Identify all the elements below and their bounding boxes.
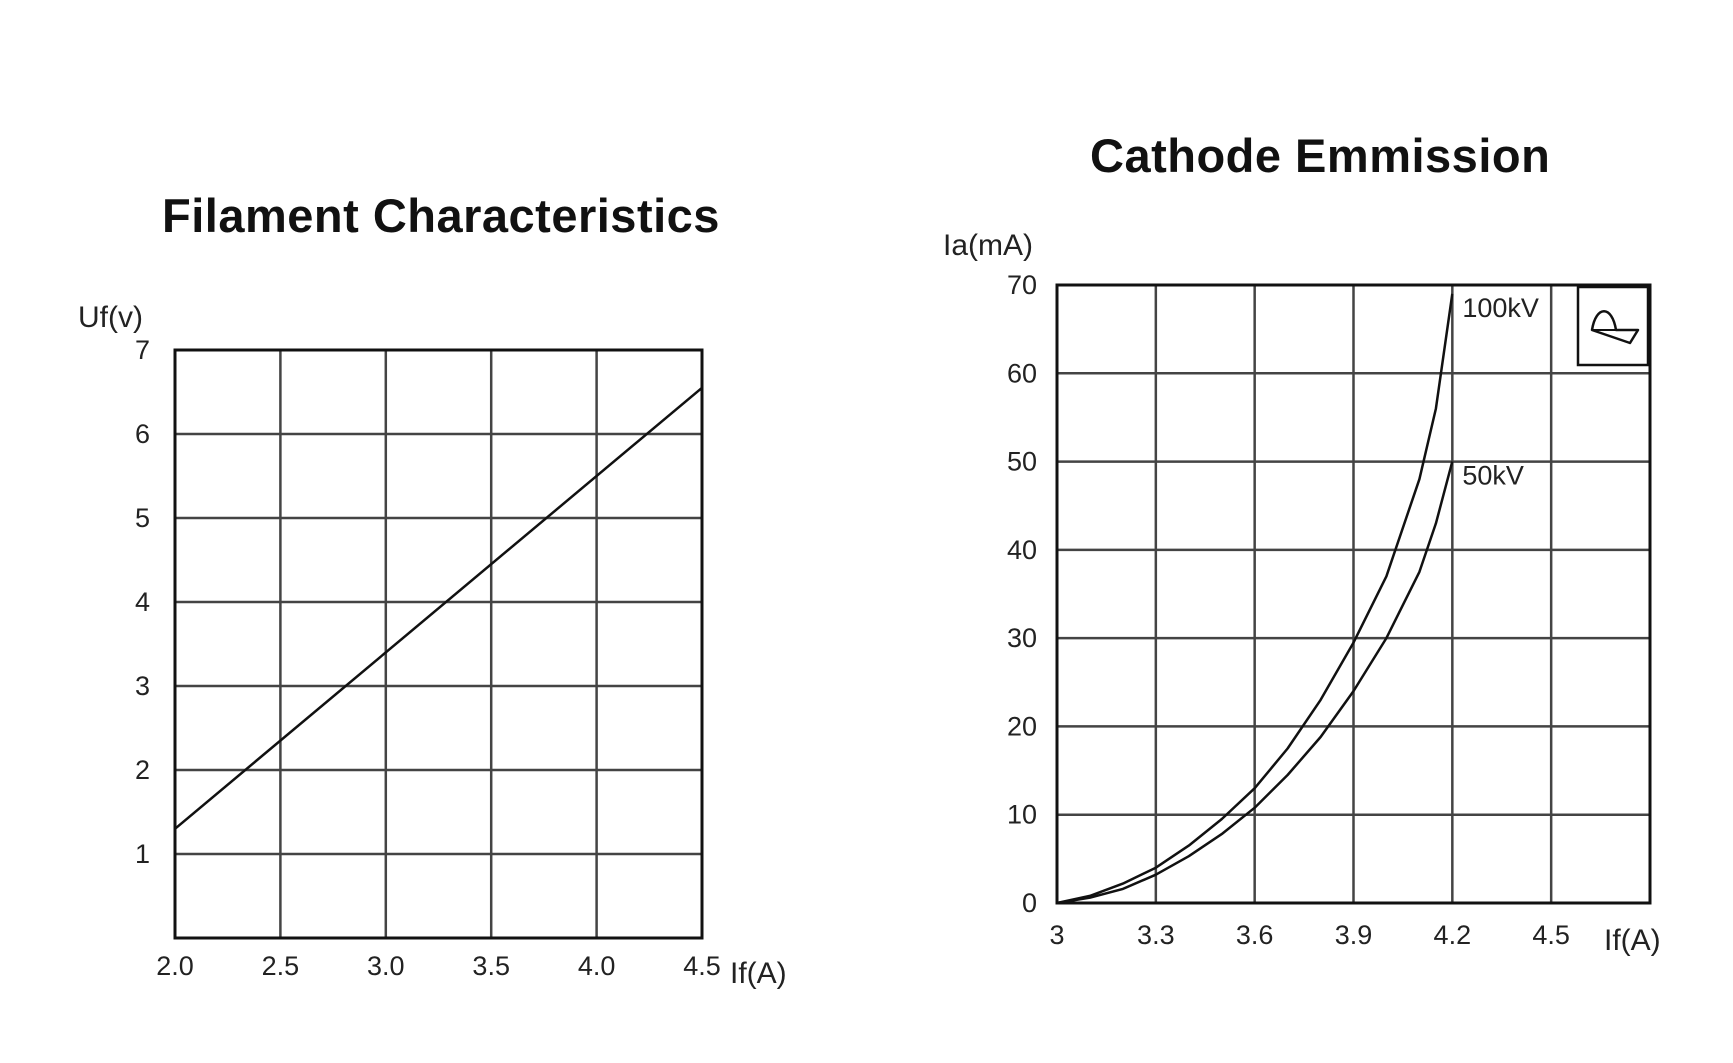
cathode-y-tick-label: 0: [1022, 888, 1037, 918]
filament-y-tick-label: 6: [135, 419, 150, 449]
cathode-series-label-100kv: 100kV: [1462, 293, 1539, 323]
filament-x-tick-label: 3.0: [367, 951, 405, 981]
filament-y-axis-label: Uf(v): [78, 301, 143, 334]
cathode-y-tick-label: 40: [1007, 535, 1037, 565]
cathode-plot-frame: [1055, 283, 1652, 905]
cathode-y-tick-label: 60: [1007, 358, 1037, 388]
cathode-y-tick-label: 20: [1007, 711, 1037, 741]
cathode-x-axis-label: If(A): [1604, 924, 1661, 957]
icon-waveform: [1590, 310, 1640, 345]
filament-y-tick-label: 3: [135, 671, 150, 701]
cathode-x-tick-label: 3.9: [1335, 920, 1373, 950]
cathode-chart-title: Cathode Emmission: [1090, 129, 1551, 182]
cathode-y-tick-label: 10: [1007, 800, 1037, 830]
filament-x-tick-label: 2.0: [156, 951, 194, 981]
filament-y-tick-label: 5: [135, 503, 150, 533]
ac-waveform-icon: [1576, 285, 1650, 367]
cathode-x-tick-label: 3: [1049, 920, 1064, 950]
filament-x-tick-label: 2.5: [262, 951, 300, 981]
filament-chart: 2.0 2.5 3.0 3.5 4.0 4.5 1 2 3 4 5 6 7 If(A) Uf(v): [78, 301, 787, 990]
filament-y-tick-label: 7: [135, 335, 150, 365]
cathode-x-tick-label: 4.5: [1532, 920, 1570, 950]
cathode-y-tick-label: 70: [1007, 270, 1037, 300]
icon-box: [1576, 285, 1650, 367]
cathode-y-tick-label: 30: [1007, 623, 1037, 653]
cathode-y-tick-label: 50: [1007, 447, 1037, 477]
cathode-series-line-100kv: [1056, 293, 1454, 905]
cathode-series-line-50kv: [1056, 461, 1454, 905]
cathode-x-tick-label: 3.6: [1236, 920, 1274, 950]
filament-x-tick-label: 4.0: [578, 951, 616, 981]
cathode-chart: 3 3.3 3.6 3.9 4.2 4.5 0 10 20 30 40 50 60 70 If(A) Ia(m…: [943, 229, 1661, 957]
filament-series-line: [174, 386, 703, 830]
filament-x-tick-label: 3.5: [472, 951, 510, 981]
cathode-x-tick-label: 4.2: [1434, 920, 1472, 950]
filament-y-tick-label: 4: [135, 587, 150, 617]
filament-chart-title: Filament Characteristics: [162, 189, 720, 242]
filament-x-axis-label: If(A): [730, 957, 787, 990]
cathode-x-tick-label: 3.3: [1137, 920, 1175, 950]
filament-y-tick-label: 1: [135, 839, 150, 869]
filament-y-tick-label: 2: [135, 755, 150, 785]
cathode-y-axis-label: Ia(mA): [943, 229, 1033, 262]
filament-x-tick-label: 4.5: [683, 951, 721, 981]
cathode-series-label-50kv: 50kV: [1462, 461, 1524, 491]
filament-plot-frame: [173, 348, 704, 940]
